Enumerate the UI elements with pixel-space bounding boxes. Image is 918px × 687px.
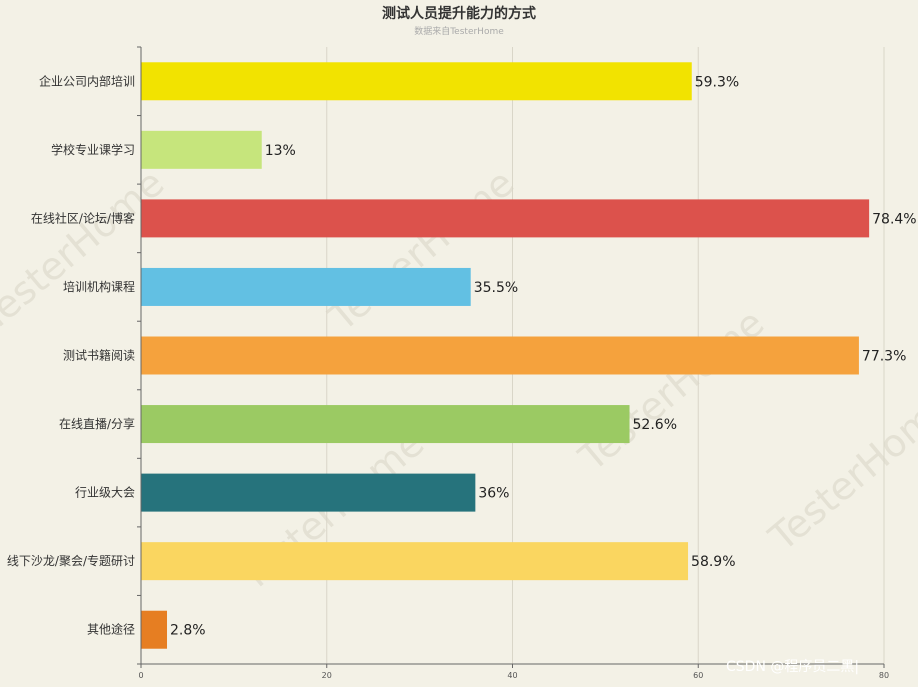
x-tick-label: 40 (507, 671, 517, 680)
category-label: 线下沙龙/聚会/专题研讨 (7, 553, 135, 568)
x-tick-label: 60 (693, 671, 703, 680)
bar (141, 473, 476, 512)
bar-value-label: 36% (478, 486, 509, 502)
bar-value-label: 52.6% (633, 417, 677, 433)
bars-group: 59.3% 企业公司内部培训 13% 学校专业课学习 78.4% 在线社区/论坛/博客 35… (7, 62, 917, 649)
category-label: 行业级大会 (75, 486, 135, 500)
bar (141, 610, 168, 649)
bar (141, 130, 262, 169)
bar-value-label: 59.3% (695, 74, 739, 90)
category-label: 培训机构课程 (63, 279, 135, 294)
category-label: 在线社区/论坛/博客 (31, 210, 135, 225)
bar (141, 62, 692, 101)
watermark-text: TesterHome (570, 301, 772, 481)
watermark-text: TesterHome (320, 161, 522, 341)
bar (141, 199, 870, 238)
category-label: 其他途径 (87, 622, 135, 637)
bar-value-label: 35.5% (474, 280, 518, 296)
category-label: 学校专业课学习 (51, 142, 135, 157)
credit-text: CSDN @程序员二黑| (726, 659, 859, 675)
x-tick-label: 0 (138, 671, 143, 680)
x-tick-label: 20 (322, 671, 332, 680)
bar (141, 542, 689, 581)
bar-value-label: 58.9% (691, 554, 735, 570)
watermark-text: TesterHome (760, 381, 918, 561)
bar-value-label: 78.4% (872, 211, 916, 227)
chart-subtitle: 数据来自TesterHome (414, 25, 504, 37)
bar-value-label: 77.3% (862, 349, 906, 365)
axes-group: 0 20 40 60 80 (137, 46, 889, 680)
bar-value-label: 13% (265, 143, 296, 159)
watermark-text: TesterHome (0, 161, 172, 341)
category-label: 在线直播/分享 (59, 416, 135, 431)
bar-value-label: 2.8% (170, 623, 206, 639)
category-label: 企业公司内部培训 (39, 73, 135, 88)
category-label: 测试书籍阅读 (63, 348, 135, 363)
bar (141, 267, 471, 306)
x-tick-label: 80 (879, 671, 889, 680)
bar (141, 405, 630, 444)
bar (141, 336, 859, 375)
chart-title: 测试人员提升能力的方式 (382, 5, 536, 22)
